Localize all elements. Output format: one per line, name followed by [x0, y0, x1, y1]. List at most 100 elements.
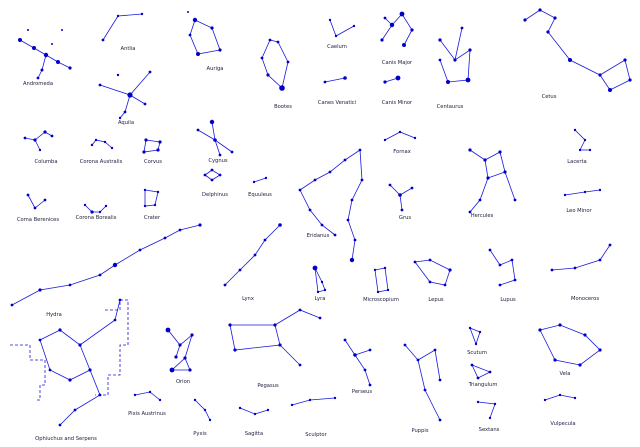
- vela-star-0: [538, 328, 542, 332]
- constellation-name: Pixis Austrinus: [128, 411, 166, 417]
- cetus-star-0: [523, 18, 527, 22]
- eridanus-line-1: [299, 189, 336, 236]
- lynx-star-2: [253, 253, 257, 257]
- lyra-star-3: [316, 290, 320, 294]
- centaurus-star-0: [438, 38, 442, 42]
- caelum-star-1: [334, 34, 338, 38]
- constellation-eridanus: [299, 149, 363, 261]
- constellation-name: Puppis: [411, 428, 428, 434]
- lepus-star-3: [443, 283, 447, 287]
- constellation-name: Monoceros: [571, 296, 599, 302]
- andromeda-star-0: [18, 38, 22, 42]
- microscopium-star-3: [376, 290, 380, 294]
- corona-borealis-star-3: [104, 204, 108, 208]
- andromeda-star-6: [36, 76, 40, 80]
- centaurus-star-6: [460, 26, 464, 30]
- corona-australis-star-1: [94, 138, 98, 142]
- constellation-name: Hydra: [46, 312, 62, 318]
- lynx-line-0: [224, 224, 281, 286]
- columba-line-1: [34, 139, 41, 151]
- eridanus-star-11: [320, 223, 324, 227]
- hydra-star-1: [38, 288, 42, 292]
- centaurus-line-1: [454, 27, 463, 61]
- constellation-lupus: [489, 249, 516, 286]
- constellation-name: Auriga: [207, 66, 224, 72]
- sagitta-star-0: [238, 406, 242, 410]
- bootes-stars: [260, 38, 290, 91]
- constellation-name: Antlia: [121, 46, 136, 52]
- constellation-name: Microscopium: [363, 297, 399, 303]
- andromeda-star-2: [43, 52, 49, 58]
- constellation-name: Lupus: [500, 297, 516, 303]
- constellation-columba: [24, 131, 53, 151]
- orion-star-1: [178, 343, 182, 347]
- sagitta-line-0: [239, 407, 269, 415]
- vela-star-2: [583, 333, 587, 337]
- puppis-line-0: [404, 344, 441, 421]
- triangulum-star-2: [476, 376, 480, 380]
- hercules-star-1: [483, 158, 487, 162]
- constellation-name: Corona Borealis: [76, 215, 117, 221]
- ophiuchus-and-serpens-star-7: [73, 408, 77, 412]
- corona-australis-stars: [90, 138, 114, 150]
- puppis-stars: [403, 343, 442, 422]
- constellation-sagitta: [239, 407, 269, 415]
- auriga-star-4: [188, 33, 192, 37]
- constellation-orion: [167, 329, 193, 371]
- cygnus-star-0: [196, 128, 200, 132]
- bootes-star-3: [279, 85, 285, 91]
- corona-borealis-star-1: [90, 210, 94, 214]
- columba-star-3: [50, 134, 54, 138]
- lepus-star-0: [413, 260, 417, 264]
- constellation-stars: [10, 8, 632, 427]
- orion-star-3: [183, 356, 187, 360]
- constellation-lynx: [224, 224, 281, 286]
- canis-major-star-0: [380, 38, 384, 42]
- hydra-star-8: [198, 223, 202, 227]
- pegasus-stars: [228, 308, 322, 367]
- antlia-star-0: [101, 38, 105, 42]
- constellation-puppis: [404, 344, 441, 421]
- grus-star-2: [410, 186, 414, 190]
- antlia-line-0: [102, 13, 143, 41]
- monoceros-line-0: [551, 244, 611, 271]
- lacerta-stars: [573, 128, 592, 152]
- constellation-name: Aquila: [118, 120, 134, 126]
- corona-australis-star-3: [110, 146, 114, 150]
- caelum-star-0: [328, 18, 332, 22]
- lynx-stars: [223, 223, 282, 287]
- orion-star-0: [165, 327, 171, 333]
- constellation-name: Columba: [34, 159, 57, 165]
- corvus-star-2: [156, 148, 160, 152]
- delphinus-line-0: [204, 169, 221, 181]
- constellation-name: Andromeda: [23, 81, 53, 87]
- hydra-star-3: [98, 273, 102, 277]
- perseus-stars: [343, 338, 372, 387]
- columba-line-0: [24, 131, 53, 141]
- hydra-star-0: [10, 303, 14, 307]
- cetus-star-2: [553, 16, 557, 20]
- microscopium-stars: [373, 266, 390, 294]
- cygnus-star-3: [209, 119, 215, 125]
- eridanus-star-7: [346, 218, 350, 222]
- puppis-star-1: [416, 358, 420, 362]
- hercules-line-2: [504, 171, 516, 201]
- lepus-star-2: [448, 268, 452, 272]
- constellation-perseus: [344, 339, 371, 386]
- puppis-star-4: [433, 348, 437, 352]
- lacerta-star-2: [578, 148, 582, 152]
- constellation-name: Vela: [560, 371, 571, 377]
- constellation-name: Ophiuchus and Serpens: [35, 436, 97, 442]
- cetus-star-1: [538, 8, 542, 12]
- constellation-name: Hercules: [471, 213, 494, 219]
- corona-borealis-star-0: [83, 203, 87, 207]
- andromeda-stars: [18, 29, 72, 80]
- perseus-star-2: [363, 368, 367, 372]
- monoceros-star-3: [608, 243, 612, 247]
- andromeda-star-9: [61, 29, 63, 31]
- equuleus-star-0: [252, 180, 256, 184]
- auriga-line-0: [189, 19, 221, 55]
- auriga-star-0: [192, 17, 198, 23]
- cygnus-star-1: [213, 138, 217, 142]
- lacerta-line-0: [574, 129, 590, 151]
